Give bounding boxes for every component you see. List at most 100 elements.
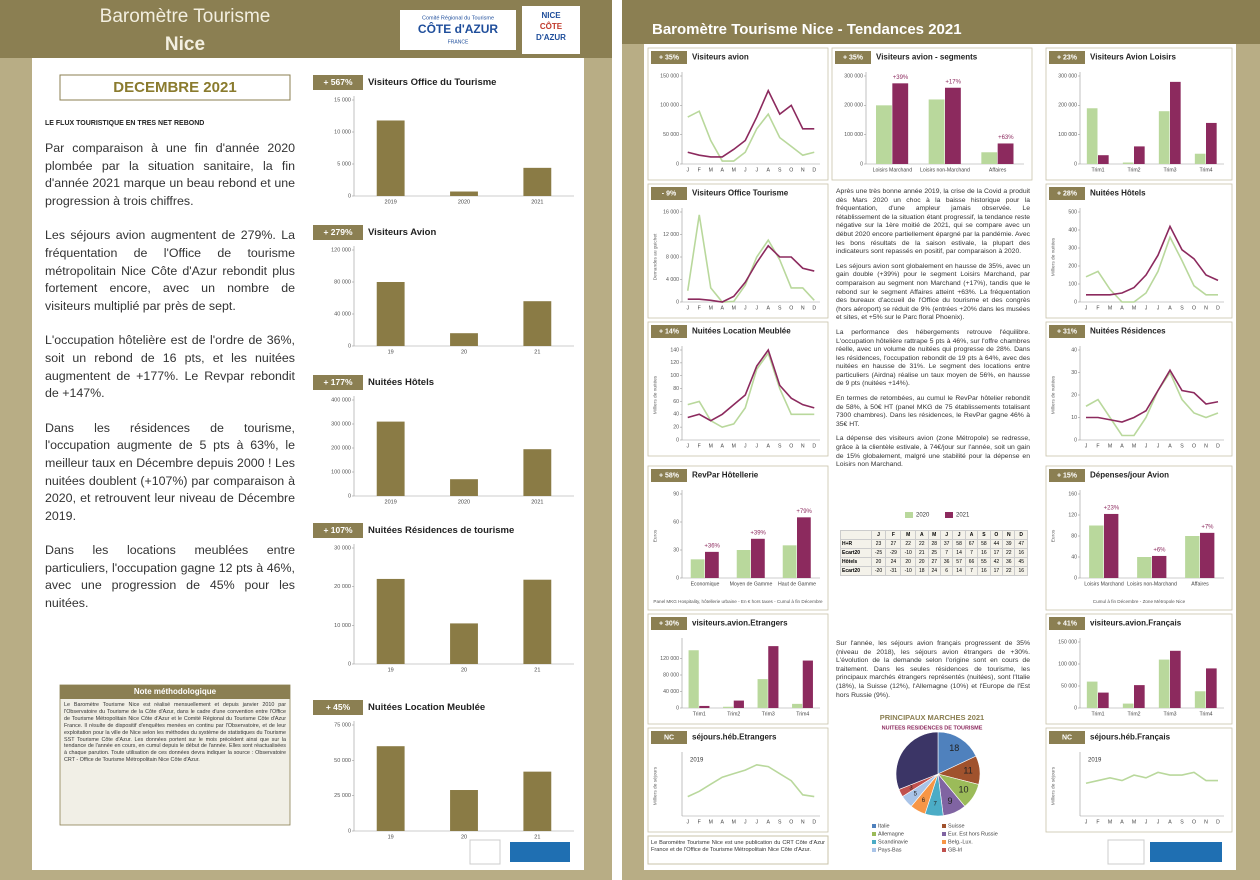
- badge: [313, 225, 363, 240]
- bar: [768, 646, 779, 708]
- y-tick-label: 20: [1071, 392, 1077, 398]
- y-tick-label: 100: [670, 373, 679, 379]
- chart-title: Dépenses/jour Avion: [1090, 471, 1169, 480]
- x-tick-label: M: [1108, 305, 1112, 311]
- badge: [313, 375, 363, 390]
- x-tick-label: J: [1085, 819, 1088, 825]
- table-cell: 16: [977, 548, 991, 558]
- slice-label: 7: [933, 802, 937, 808]
- legend-swatch: [872, 824, 876, 828]
- x-tick-label: M: [1108, 443, 1112, 449]
- x-tick-label: M: [732, 305, 736, 311]
- badge-text: + 45%: [326, 702, 351, 712]
- y-tick-label: 15 000: [334, 97, 351, 103]
- change-label: +6%: [1153, 548, 1166, 554]
- x-tick-label: F: [698, 819, 701, 825]
- badge: [1049, 325, 1085, 338]
- x-tick-label: J: [1157, 819, 1160, 825]
- x-tick-label: A: [767, 167, 771, 173]
- x-tick-label: N: [801, 167, 805, 173]
- x-tick-label: A: [1168, 443, 1172, 449]
- paragraph: Sur l'année, les séjours avion français …: [836, 640, 1030, 699]
- chart-title: séjours.héb.Français: [1090, 733, 1171, 742]
- slice-label: 9: [948, 796, 953, 806]
- x-tick-label: J: [686, 305, 689, 311]
- y-tick-label: 10: [1071, 415, 1077, 421]
- indicator-table: J F M A M J J A S O N D H+R 23 27 22 22 28 37 58 67 58 44 39 47 E…: [840, 530, 1028, 576]
- panel-frame: [1045, 465, 1233, 611]
- x-tick-label: D: [812, 167, 816, 173]
- bar: [1122, 162, 1134, 164]
- table-cell: 27: [885, 539, 902, 549]
- x-tick-label: D: [1216, 305, 1220, 311]
- slice-label: 11: [963, 766, 972, 776]
- x-tick-label: A: [1168, 305, 1172, 311]
- panel-frame: [647, 183, 829, 319]
- badge-text: + 41%: [1057, 620, 1078, 627]
- badge: [313, 700, 363, 715]
- x-tick-label: D: [1216, 819, 1220, 825]
- badge: [1049, 469, 1085, 482]
- y-tick-label: 0: [860, 161, 863, 167]
- x-tick-label: S: [778, 305, 782, 311]
- chart-title: Visiteurs avion: [692, 53, 749, 62]
- y-tick-label: 90: [673, 491, 679, 497]
- x-tick-label: 20: [461, 834, 467, 840]
- x-tick-label: Affaires: [1191, 581, 1209, 587]
- y-tick-label: 12 000: [663, 232, 679, 238]
- paragraph: Les séjours avion sont globalement en ha…: [836, 262, 1030, 322]
- panel-frame: [647, 613, 829, 725]
- badge-text: NC: [664, 734, 674, 741]
- x-tick-label: M: [732, 819, 736, 825]
- bar: [690, 559, 705, 578]
- chart-title: Nuitées Hôtels: [368, 377, 434, 388]
- table-header-cell: O: [989, 530, 1004, 540]
- bar: [1206, 122, 1217, 164]
- x-tick-label: Loisirs Marchand: [1084, 581, 1124, 587]
- x-tick-label: M: [709, 819, 713, 825]
- badge: [1049, 731, 1085, 744]
- x-tick-label: J: [1145, 819, 1148, 825]
- line: [1086, 368, 1219, 423]
- table-cell: Ecart20: [840, 548, 872, 558]
- y-tick-label: 140: [670, 347, 679, 353]
- table-header-cell: J: [939, 530, 954, 540]
- note-text: Le Baromètre Tourisme Nice est réalisé m…: [64, 702, 286, 764]
- nice-logo: [522, 6, 580, 54]
- x-tick-label: A: [721, 305, 725, 311]
- legend-swatch: [942, 824, 946, 828]
- table-cell: 58: [977, 539, 991, 549]
- y-tick-label: 50 000: [663, 132, 679, 138]
- y-tick-label: 400 000: [331, 397, 351, 403]
- legend-label: Suisse: [948, 823, 965, 829]
- chart-title: Visiteurs Office du Tourisme: [368, 77, 496, 88]
- table-row: Ecart20 -25 -29 -10 21 25 7 14 7 16 17 22 16: [840, 548, 1028, 558]
- x-tick-label: Loisirs Marchand: [873, 167, 913, 173]
- y-tick-label: 160: [1068, 491, 1077, 497]
- paragraph: La dépense des visiteurs avion (zone Mét…: [836, 435, 1030, 469]
- x-tick-label: J: [686, 167, 689, 173]
- x-tick-label: Trim3: [762, 711, 775, 717]
- note-title-bar: [60, 685, 290, 699]
- panel-frame: [1045, 183, 1233, 319]
- bar: [450, 191, 478, 196]
- y-tick-label: 80 000: [334, 279, 351, 285]
- y-tick-label: 100 000: [1058, 661, 1077, 667]
- x-tick-label: S: [778, 167, 782, 173]
- table-cell: 7: [964, 566, 979, 576]
- badge: [651, 51, 687, 64]
- y-tick-label: 60: [673, 399, 679, 405]
- y-tick-label: 20 000: [334, 584, 351, 590]
- table-cell: 16: [1014, 566, 1028, 576]
- x-tick-label: 2019: [385, 499, 397, 505]
- chart-title: séjours.héb.Etrangers: [692, 733, 777, 742]
- table-cell: 39: [1002, 539, 1016, 549]
- bar: [1206, 668, 1217, 708]
- x-tick-label: M: [709, 167, 713, 173]
- y-tick-label: 100 000: [660, 103, 679, 109]
- pie-slice: [895, 731, 939, 790]
- table-header-cell: M: [927, 530, 941, 540]
- legend-label: Eur. Est hors Russie: [948, 831, 998, 837]
- badge-text: + 23%: [1057, 54, 1078, 61]
- panel-frame: [831, 47, 1033, 181]
